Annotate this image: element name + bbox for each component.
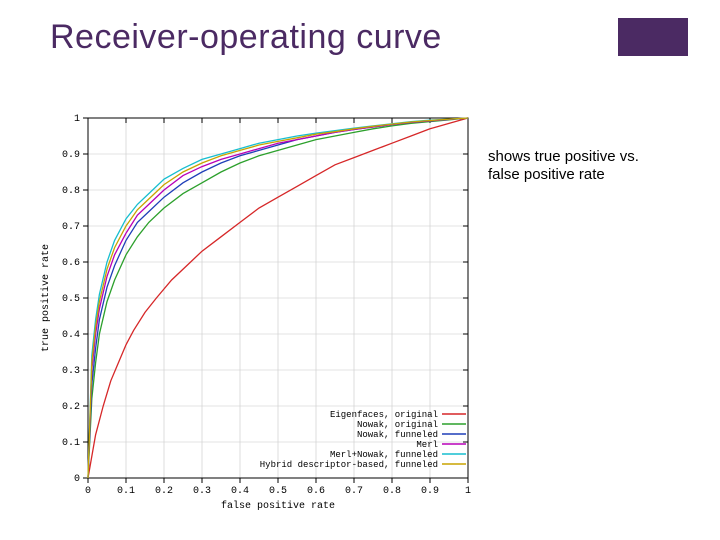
svg-text:0.2: 0.2 — [155, 486, 173, 497]
svg-text:0.5: 0.5 — [269, 486, 287, 497]
svg-text:0.9: 0.9 — [421, 486, 439, 497]
svg-text:Merl+Nowak, funneled: Merl+Nowak, funneled — [330, 450, 438, 460]
svg-text:0: 0 — [74, 474, 80, 485]
svg-text:0.9: 0.9 — [62, 150, 80, 161]
svg-text:0.3: 0.3 — [62, 366, 80, 377]
svg-text:0.6: 0.6 — [307, 486, 325, 497]
svg-text:0.2: 0.2 — [62, 402, 80, 413]
roc-chart: 0 0.1 0.2 0.3 0.4 0.5 0.6 0.7 0.8 0.9 1 0 0.1 0.2 0.3 0… — [28, 106, 488, 526]
roc-chart-svg: 0 0.1 0.2 0.3 0.4 0.5 0.6 0.7 0.8 0.9 1 0 0.1 0.2 0.3 0… — [28, 106, 488, 526]
annotation-line2: false positive rate — [488, 166, 605, 183]
svg-text:0.7: 0.7 — [62, 222, 80, 233]
svg-text:0.5: 0.5 — [62, 294, 80, 305]
svg-text:Merl: Merl — [416, 440, 438, 450]
svg-text:false positive rate: false positive rate — [221, 500, 335, 512]
svg-text:0.7: 0.7 — [345, 486, 363, 497]
corner-accent-box — [618, 18, 688, 56]
svg-text:0: 0 — [85, 486, 91, 497]
svg-text:1: 1 — [74, 114, 80, 125]
svg-text:0.4: 0.4 — [231, 486, 249, 497]
svg-text:Hybrid descriptor-based, funne: Hybrid descriptor-based, funneled — [260, 460, 438, 470]
annotation-line1: shows true positive vs. — [488, 148, 639, 165]
annotation-text: shows true positive vs. false positive r… — [488, 148, 639, 184]
svg-text:true positive rate: true positive rate — [40, 244, 52, 352]
svg-text:0.6: 0.6 — [62, 258, 80, 269]
svg-text:Eigenfaces, original: Eigenfaces, original — [330, 410, 438, 420]
svg-text:0.1: 0.1 — [62, 438, 80, 449]
svg-text:0.4: 0.4 — [62, 330, 80, 341]
svg-text:Nowak, funneled: Nowak, funneled — [357, 430, 438, 440]
svg-text:0.1: 0.1 — [117, 486, 135, 497]
svg-text:Nowak, original: Nowak, original — [357, 420, 438, 430]
svg-text:1: 1 — [465, 486, 471, 497]
svg-text:0.3: 0.3 — [193, 486, 211, 497]
page-title: Receiver-operating curve — [50, 18, 442, 57]
svg-text:0.8: 0.8 — [383, 486, 401, 497]
svg-text:0.8: 0.8 — [62, 186, 80, 197]
